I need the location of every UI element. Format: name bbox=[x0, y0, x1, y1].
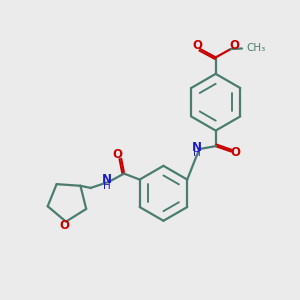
Text: H: H bbox=[193, 148, 201, 158]
Text: O: O bbox=[193, 39, 203, 52]
Text: O: O bbox=[112, 148, 122, 161]
Text: O: O bbox=[59, 219, 70, 232]
Text: O: O bbox=[230, 146, 240, 159]
Text: H: H bbox=[103, 181, 111, 191]
Text: CH₃: CH₃ bbox=[247, 43, 266, 52]
Text: N: N bbox=[102, 173, 112, 186]
Text: N: N bbox=[192, 140, 202, 154]
Text: O: O bbox=[229, 39, 239, 52]
